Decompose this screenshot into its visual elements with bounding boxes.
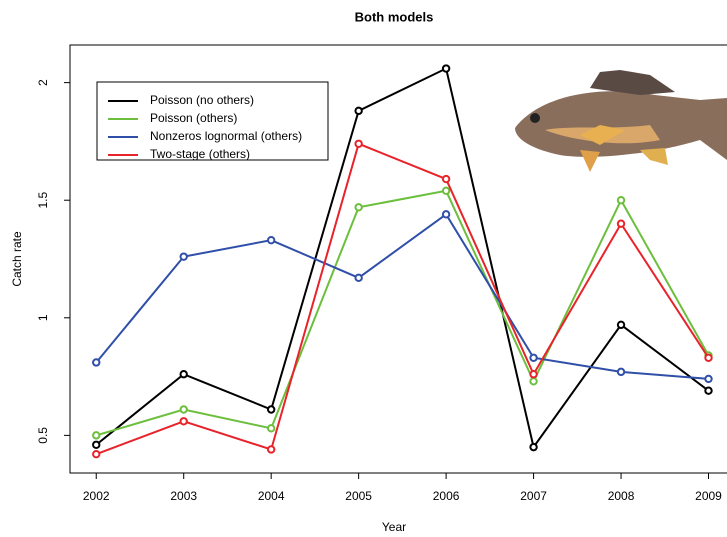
- x-tick-label: 2003: [170, 489, 197, 503]
- data-point: [266, 405, 276, 414]
- data-point: [266, 424, 276, 433]
- data-point: [704, 374, 713, 384]
- data-point: [354, 106, 363, 116]
- series-line: [95, 212, 709, 380]
- data-point: [441, 64, 451, 73]
- y-tick-label: 1.5: [36, 192, 50, 209]
- data-point: [266, 445, 276, 454]
- data-point: [179, 370, 188, 379]
- legend-box: [96, 81, 329, 161]
- data-point: [354, 273, 363, 283]
- y-tick-label: 2: [36, 79, 50, 86]
- data-point: [441, 210, 451, 219]
- x-tick-label: 2008: [608, 489, 635, 503]
- series-line: [95, 142, 710, 456]
- data-point: [92, 449, 101, 459]
- data-point: [704, 353, 713, 362]
- data-point: [704, 386, 713, 395]
- data-point: [529, 377, 538, 386]
- legend-label: Two-stage (others): [150, 147, 250, 161]
- data-point: [179, 405, 188, 414]
- data-point: [529, 370, 538, 379]
- x-tick-label: 2009: [695, 489, 722, 503]
- data-point: [92, 431, 101, 440]
- data-point: [441, 186, 451, 196]
- data-point: [179, 417, 188, 426]
- data-point: [616, 196, 626, 205]
- data-point: [92, 440, 101, 449]
- y-tick-label: 0.5: [36, 427, 50, 444]
- legend-label: Poisson (others): [150, 111, 237, 125]
- x-tick-label: 2006: [433, 489, 460, 503]
- series-line: [95, 189, 710, 437]
- data-point: [354, 139, 363, 148]
- x-tick-label: 2004: [258, 489, 285, 503]
- series-line: [95, 67, 710, 450]
- x-axis-label: Year: [382, 520, 406, 534]
- data-point: [529, 353, 538, 362]
- x-tick-label: 2007: [520, 489, 547, 503]
- legend-label: Nonzeros lognormal (others): [150, 129, 302, 143]
- data-point: [179, 252, 188, 261]
- y-axis-label: Catch rate: [10, 231, 24, 287]
- data-point: [354, 203, 363, 212]
- fish-image: [515, 70, 727, 172]
- data-point: [616, 320, 626, 330]
- y-tick-label: 1: [36, 314, 50, 321]
- data-point: [616, 367, 626, 377]
- chart-title: Both models: [355, 9, 434, 24]
- x-tick-label: 2002: [83, 489, 110, 503]
- legend-label: Poisson (no others): [150, 93, 254, 107]
- data-point: [529, 442, 538, 452]
- data-point: [266, 235, 276, 245]
- x-tick-label: 2005: [345, 489, 372, 503]
- data-point: [92, 358, 101, 367]
- data-point: [616, 219, 626, 228]
- data-point: [441, 174, 451, 184]
- plot-frame: [69, 44, 727, 474]
